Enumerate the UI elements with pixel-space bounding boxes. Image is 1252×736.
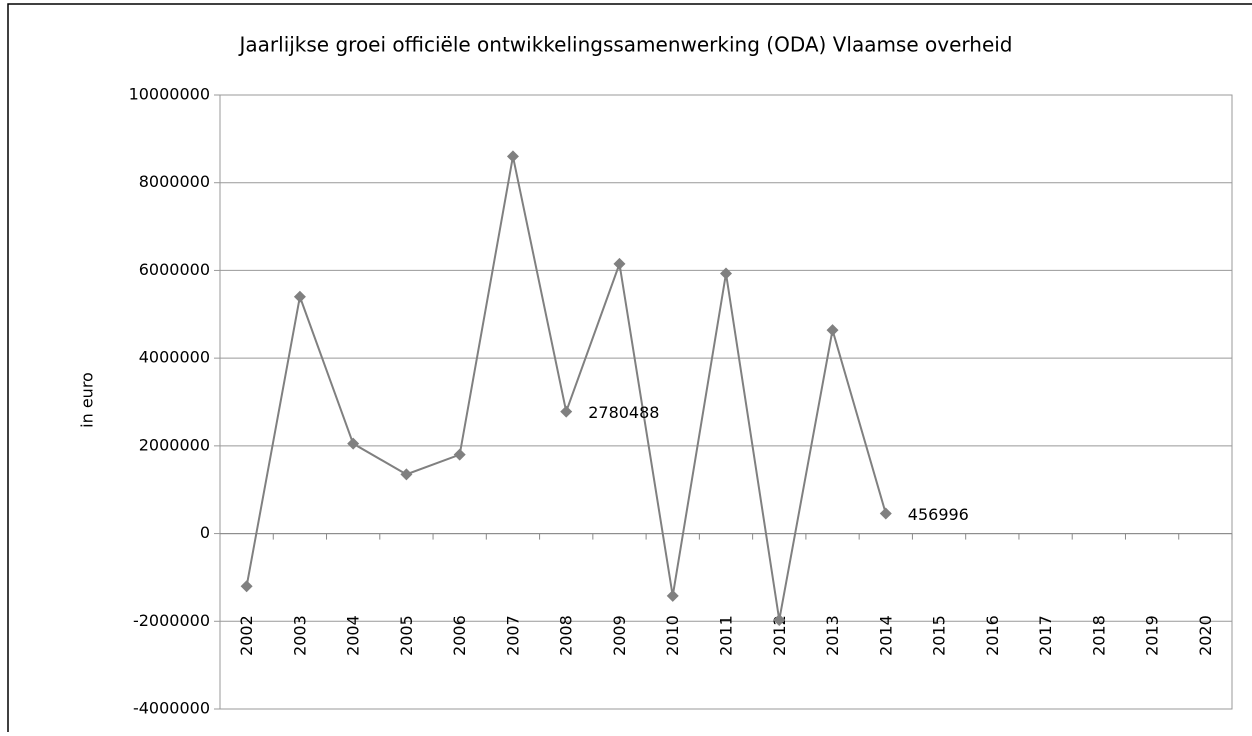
chart-title: Jaarlijkse groei officiële ontwikkelings… [238, 33, 1013, 57]
marker [506, 150, 519, 163]
x-tick-label: 2006 [450, 615, 469, 656]
y-tick-label: 8000000 [139, 172, 210, 191]
marker [720, 267, 732, 280]
x-tick-label: 2007 [503, 615, 522, 656]
x-tick-label: 2017 [1036, 615, 1055, 656]
marker [666, 589, 679, 602]
marker [826, 324, 839, 337]
x-tick-label: 2012 [770, 615, 789, 656]
x-tick-label: 2020 [1196, 615, 1215, 656]
y-tick-label: 0 [200, 523, 210, 542]
x-tick-label: 2019 [1143, 615, 1162, 656]
y-tick-label: -4000000 [133, 699, 210, 718]
x-tick-label: 2015 [930, 615, 949, 656]
marker [613, 257, 626, 270]
x-tick-label: 2014 [876, 615, 895, 656]
y-tick-label: 4000000 [139, 348, 210, 367]
x-tick-label: 2009 [610, 615, 629, 656]
marker [240, 580, 253, 593]
x-tick-label: 2018 [1089, 615, 1108, 656]
marker [879, 507, 892, 520]
marker [400, 468, 413, 481]
marker [453, 448, 466, 461]
x-tick-label: 2010 [663, 615, 682, 656]
y-tick-label: 6000000 [139, 260, 210, 279]
data-label: 456996 [908, 505, 969, 524]
chart-border [7, 3, 1252, 736]
x-tick-label: 2008 [557, 615, 576, 656]
y-tick-label: 2000000 [139, 435, 210, 454]
x-tick-label: 2013 [823, 615, 842, 656]
x-tick-label: 2016 [983, 615, 1002, 656]
data-label: 2780488 [588, 403, 659, 422]
marker [773, 613, 786, 626]
x-tick-label: 2011 [717, 615, 736, 656]
series-line [245, 156, 887, 621]
x-tick-label: 2003 [290, 615, 309, 656]
y-tick-label: -2000000 [133, 611, 210, 630]
marker [560, 405, 573, 418]
marker [347, 437, 360, 450]
x-tick-label: 2004 [344, 615, 363, 656]
y-axis-label: in euro [78, 372, 97, 428]
marker [293, 290, 306, 303]
x-tick-label: 2005 [397, 615, 416, 656]
x-tick-label: 2002 [237, 615, 256, 656]
y-tick-label: 10000000 [129, 85, 210, 104]
